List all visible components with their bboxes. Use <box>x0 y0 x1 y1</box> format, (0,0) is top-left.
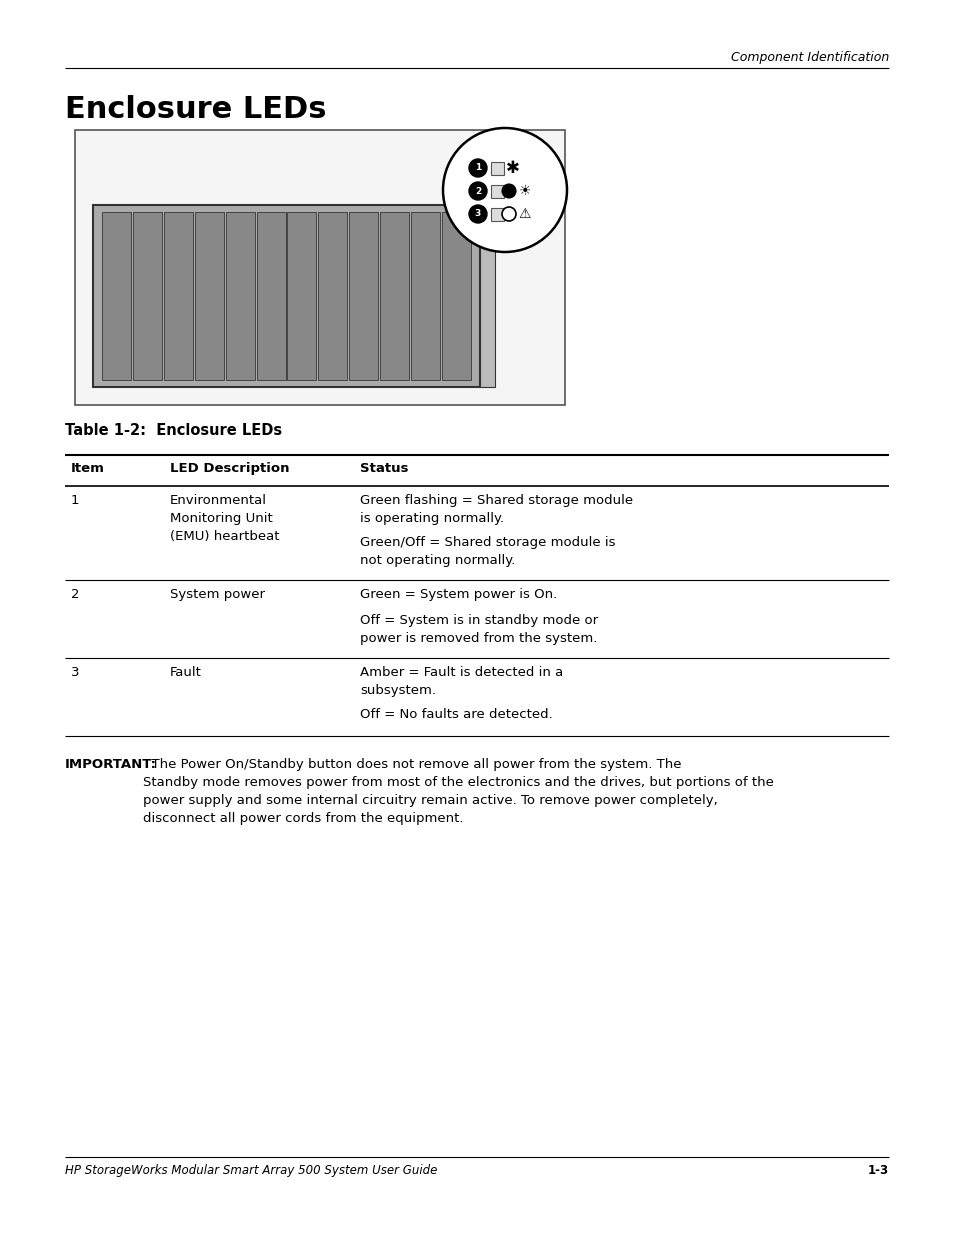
Bar <box>75 130 564 405</box>
Bar <box>256 212 285 380</box>
Text: Item: Item <box>71 462 105 475</box>
Bar <box>380 212 409 380</box>
Text: Green/Off = Shared storage module is
not operating normally.: Green/Off = Shared storage module is not… <box>359 536 615 567</box>
Text: Status: Status <box>359 462 408 475</box>
Text: Component Identification: Component Identification <box>730 51 888 64</box>
Text: HP StorageWorks Modular Smart Array 500 System User Guide: HP StorageWorks Modular Smart Array 500 … <box>65 1165 436 1177</box>
Text: 2: 2 <box>71 588 79 601</box>
Bar <box>349 212 377 380</box>
Bar <box>194 212 223 380</box>
Bar <box>102 212 131 380</box>
Bar <box>287 212 316 380</box>
Circle shape <box>469 182 486 200</box>
Bar <box>226 212 254 380</box>
Bar <box>491 185 503 198</box>
Text: Amber = Fault is detected in a
subsystem.: Amber = Fault is detected in a subsystem… <box>359 666 562 697</box>
Text: Fault: Fault <box>170 666 202 679</box>
Text: 2: 2 <box>475 186 480 195</box>
Bar <box>491 207 503 221</box>
Text: Table 1-2:  Enclosure LEDs: Table 1-2: Enclosure LEDs <box>65 424 282 438</box>
Bar <box>491 162 503 175</box>
Text: IMPORTANT:: IMPORTANT: <box>65 758 157 771</box>
Text: LED Description: LED Description <box>170 462 289 475</box>
Circle shape <box>469 159 486 177</box>
Text: 3: 3 <box>71 666 79 679</box>
Text: 1: 1 <box>71 494 79 508</box>
Text: System power: System power <box>170 588 265 601</box>
Text: 3: 3 <box>475 210 480 219</box>
Text: Green = System power is On.: Green = System power is On. <box>359 588 557 601</box>
Text: ☀: ☀ <box>518 184 531 198</box>
Text: 1-3: 1-3 <box>867 1165 888 1177</box>
Text: Off = System is in standby mode or
power is removed from the system.: Off = System is in standby mode or power… <box>359 614 598 645</box>
Circle shape <box>501 207 516 221</box>
Bar <box>441 212 471 380</box>
Text: ✱: ✱ <box>505 159 519 177</box>
Text: Off = No faults are detected.: Off = No faults are detected. <box>359 708 552 721</box>
Circle shape <box>469 205 486 224</box>
Bar <box>92 205 479 387</box>
Text: 1: 1 <box>475 163 480 173</box>
Text: Environmental
Monitoring Unit
(EMU) heartbeat: Environmental Monitoring Unit (EMU) hear… <box>170 494 279 543</box>
Bar <box>164 212 193 380</box>
Circle shape <box>501 184 516 198</box>
Text: ⚠: ⚠ <box>518 207 531 221</box>
Bar <box>318 212 347 380</box>
Bar <box>479 205 495 387</box>
Text: The Power On/Standby button does not remove all power from the system. The
Stand: The Power On/Standby button does not rem… <box>143 758 773 825</box>
Bar <box>411 212 439 380</box>
Circle shape <box>442 128 566 252</box>
Text: Green flashing = Shared storage module
is operating normally.: Green flashing = Shared storage module i… <box>359 494 633 525</box>
Bar <box>132 212 162 380</box>
Text: Enclosure LEDs: Enclosure LEDs <box>65 95 326 124</box>
